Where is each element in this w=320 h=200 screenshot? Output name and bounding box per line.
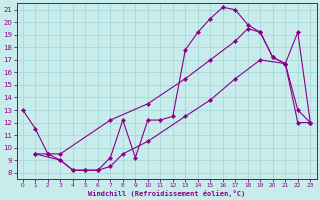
- X-axis label: Windchill (Refroidissement éolien,°C): Windchill (Refroidissement éolien,°C): [88, 190, 245, 197]
